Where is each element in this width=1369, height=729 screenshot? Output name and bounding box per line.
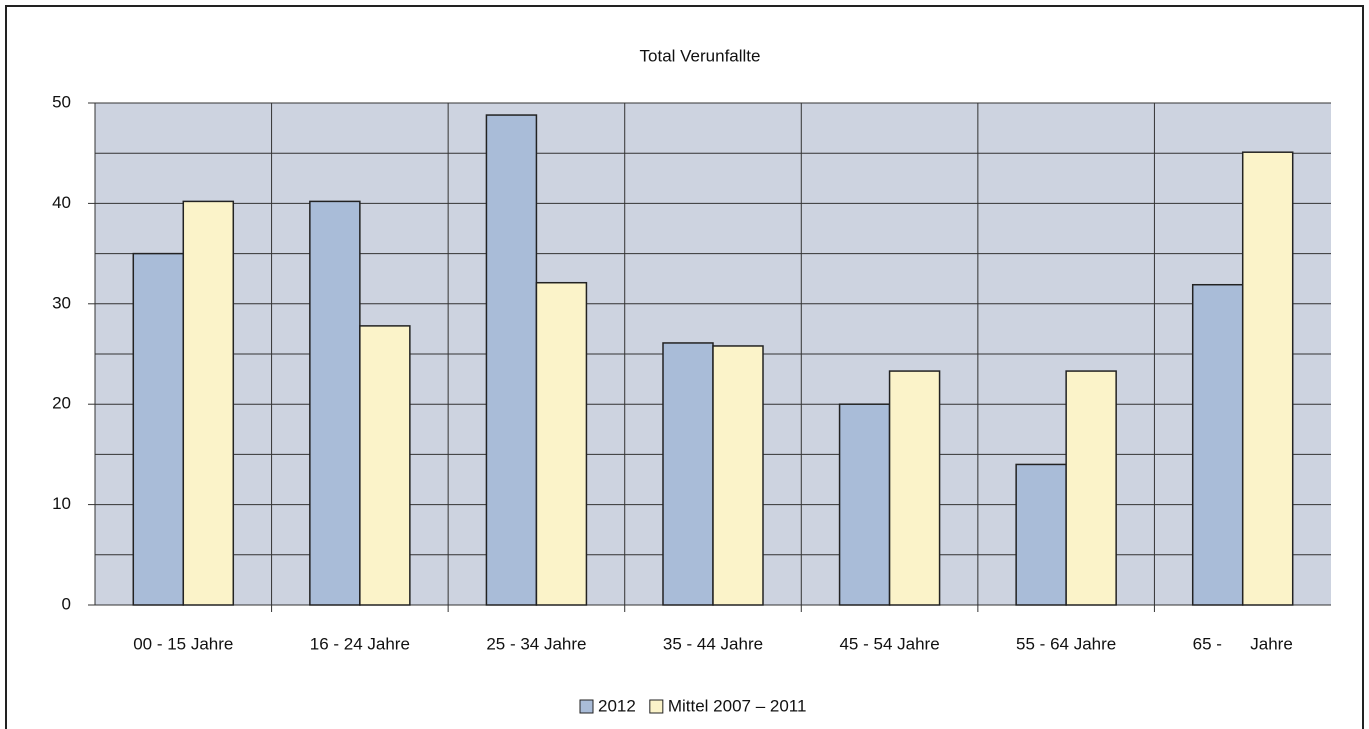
x-tick-label: 00 - 15 Jahre xyxy=(133,634,233,653)
bar xyxy=(1241,151,1294,606)
bar xyxy=(1065,370,1117,606)
bar xyxy=(712,345,764,606)
bar xyxy=(132,252,185,606)
x-tick-label: 25 - 34 Jahre xyxy=(486,634,586,653)
x-tick-label: 65 - Jahre xyxy=(1193,634,1293,653)
x-tick-label: 55 - 64 Jahre xyxy=(1016,634,1116,653)
x-tick-label: 16 - 24 Jahre xyxy=(310,634,410,653)
y-tick-label: 30 xyxy=(52,293,71,312)
bar xyxy=(182,200,235,606)
legend-label: Mittel 2007 – 2011 xyxy=(668,696,807,715)
bar xyxy=(485,114,538,606)
y-tick-label: 50 xyxy=(52,92,71,111)
bar xyxy=(1191,283,1244,606)
bar xyxy=(662,342,714,606)
y-tick-label: 0 xyxy=(62,594,71,613)
x-tick-label: 35 - 44 Jahre xyxy=(663,634,763,653)
legend-label: 2012 xyxy=(598,696,636,715)
frame xyxy=(5,5,1364,729)
y-tick-label: 40 xyxy=(52,193,71,212)
legend-swatch xyxy=(579,699,594,714)
legend-swatch xyxy=(649,699,664,714)
bar xyxy=(359,325,411,606)
bar xyxy=(888,370,941,606)
x-tick-label: 45 - 54 Jahre xyxy=(839,634,939,653)
bar xyxy=(309,200,361,606)
chart-title: Total Verunfallte xyxy=(640,46,761,65)
bar xyxy=(1015,463,1067,606)
y-tick-label: 10 xyxy=(52,494,71,513)
bar xyxy=(535,281,588,606)
bar xyxy=(838,403,891,606)
y-tick-label: 20 xyxy=(52,394,71,413)
